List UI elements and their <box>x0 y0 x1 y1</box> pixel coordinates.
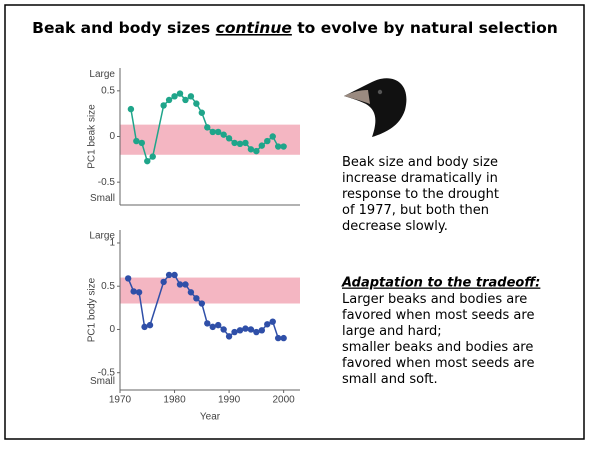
data-point <box>166 272 172 278</box>
text-line: response to the drought <box>342 187 499 202</box>
y-tick-label: 1 <box>109 238 115 249</box>
data-point <box>231 329 237 335</box>
y-tick-label: 0 <box>109 131 115 142</box>
x-tick-label: 1980 <box>163 395 186 406</box>
data-point <box>160 279 166 285</box>
data-point <box>133 138 139 144</box>
text-line: Beak size and body size <box>342 155 498 170</box>
data-point <box>193 295 199 301</box>
data-point <box>125 275 131 281</box>
data-point <box>215 322 221 328</box>
data-point <box>248 326 254 332</box>
data-point <box>275 143 281 149</box>
data-point <box>147 322 153 328</box>
text-line: favored when most seeds are <box>342 356 534 371</box>
data-point <box>231 140 237 146</box>
y-tick-label: Large <box>89 69 115 80</box>
data-point <box>171 93 177 99</box>
data-point <box>259 142 265 148</box>
title-part: to evolve by natural selection <box>292 19 558 37</box>
data-point <box>270 318 276 324</box>
data-point <box>139 140 145 146</box>
data-point <box>171 272 177 278</box>
data-point <box>128 106 134 112</box>
data-point <box>210 129 216 135</box>
text-line: decrease slowly. <box>342 219 448 234</box>
data-point <box>226 135 232 141</box>
data-point <box>280 335 286 341</box>
text-line: small and soft. <box>342 372 438 387</box>
data-point <box>193 100 199 106</box>
slide: Beak and body sizes continue to evolve b… <box>0 0 590 445</box>
x-tick-label: 1990 <box>218 395 241 406</box>
y-tick-label: -0.5 <box>98 177 116 188</box>
data-point <box>210 324 216 330</box>
y-tick-label: 0.5 <box>101 281 115 292</box>
data-point <box>204 124 210 130</box>
data-point <box>220 326 226 332</box>
y-tick-label: Small <box>90 376 115 387</box>
data-point <box>264 321 270 327</box>
data-point <box>177 90 183 96</box>
text-line: smaller beaks and bodies are <box>342 340 533 355</box>
data-point <box>275 335 281 341</box>
y-axis-label: PC1 beak size <box>87 104 98 169</box>
data-point <box>215 129 221 135</box>
page: Beak and body sizes continue to evolve b… <box>0 0 590 445</box>
y-tick-label: Small <box>90 193 115 204</box>
data-point <box>150 153 156 159</box>
y-axis-label: PC1 body size <box>87 277 98 342</box>
x-axis-label: Year <box>200 412 221 423</box>
data-point <box>144 158 150 164</box>
data-point <box>220 131 226 137</box>
data-point <box>160 102 166 108</box>
data-point <box>182 97 188 103</box>
text-line: of 1977, but both then <box>342 203 489 218</box>
data-point <box>237 141 243 147</box>
text-line: increase dramatically in <box>342 171 498 186</box>
data-point <box>166 97 172 103</box>
data-point <box>141 324 147 330</box>
data-point <box>253 148 259 154</box>
data-point <box>182 281 188 287</box>
text-line: large and hard; <box>342 324 442 339</box>
slide-title: Beak and body sizes continue to evolve b… <box>32 19 558 37</box>
y-tick-label: 0 <box>109 324 115 335</box>
data-point <box>237 327 243 333</box>
data-point <box>259 327 265 333</box>
data-point <box>242 140 248 146</box>
data-point <box>226 333 232 339</box>
data-point <box>264 138 270 144</box>
data-point <box>188 289 194 295</box>
data-point <box>280 143 286 149</box>
data-point <box>188 93 194 99</box>
data-point <box>136 289 142 295</box>
data-point <box>177 281 183 287</box>
data-point <box>242 325 248 331</box>
title-part: Beak and body sizes <box>32 19 216 37</box>
data-point <box>199 300 205 306</box>
title-part: continue <box>216 19 292 37</box>
data-point <box>270 133 276 139</box>
data-point <box>130 288 136 294</box>
data-point <box>199 110 205 116</box>
band <box>120 278 300 304</box>
text-line: favored when most seeds are <box>342 308 534 323</box>
tradeoff-heading: Adaptation to the tradeoff: <box>341 276 540 291</box>
text-line: Larger beaks and bodies are <box>342 292 527 307</box>
data-point <box>204 320 210 326</box>
data-point <box>253 329 259 335</box>
data-point <box>248 146 254 152</box>
x-tick-label: 1970 <box>109 395 132 406</box>
x-tick-label: 2000 <box>273 395 296 406</box>
y-tick-label: 0.5 <box>101 85 115 96</box>
